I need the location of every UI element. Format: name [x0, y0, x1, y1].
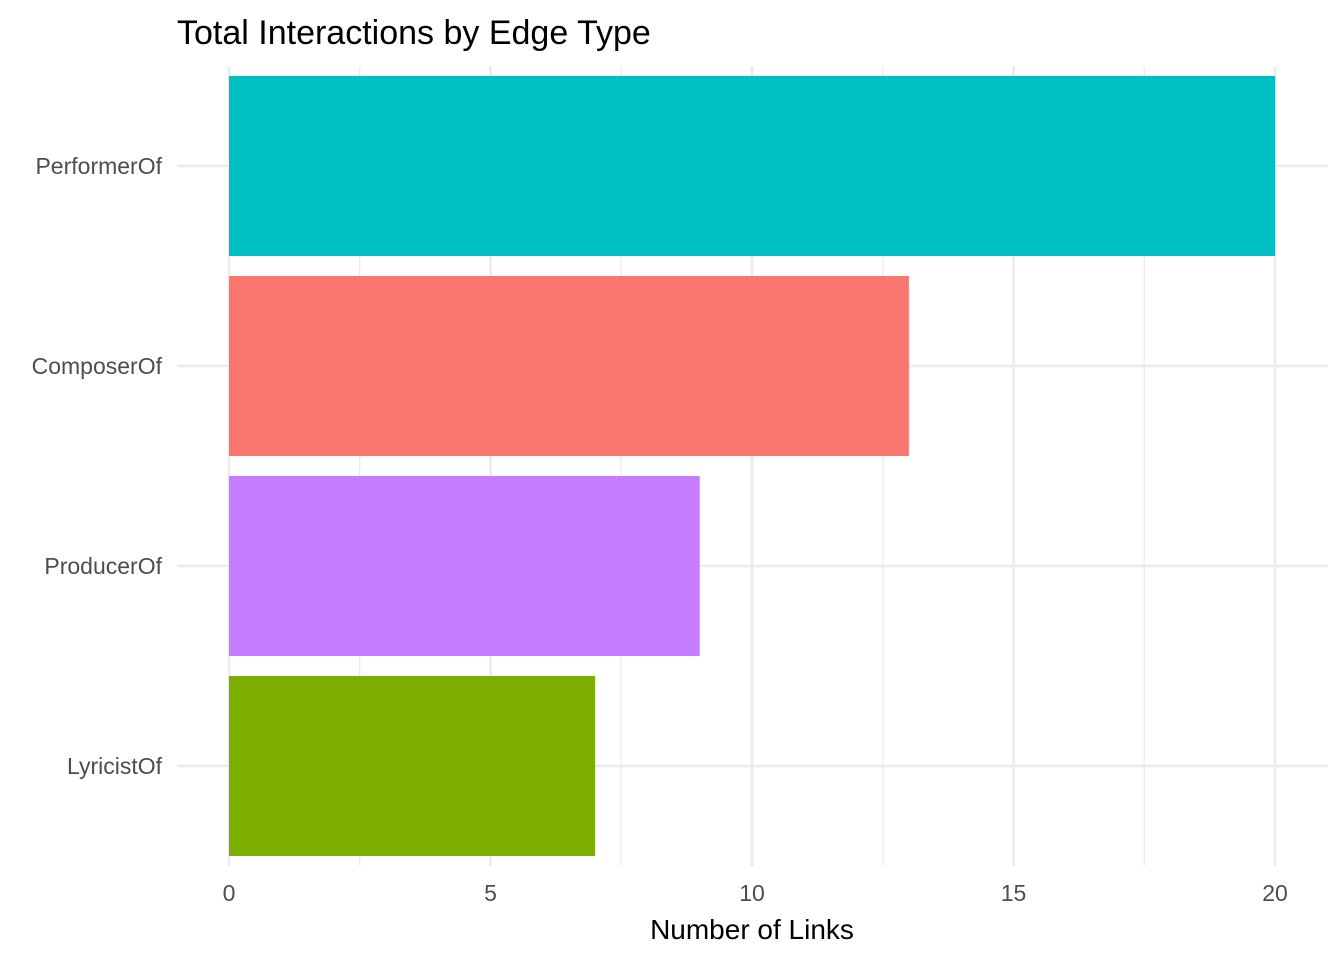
bar-producerof [229, 476, 700, 656]
y-tick-label-composerof: ComposerOf [32, 353, 163, 379]
x-tick-label: 5 [484, 880, 497, 906]
x-axis-title: Number of Links [650, 914, 854, 945]
chart-title: Total Interactions by Edge Type [177, 14, 651, 52]
y-axis-tick-labels: PerformerOf ComposerOf ProducerOf LyricistO… [32, 153, 163, 779]
bars [229, 76, 1275, 856]
bar-performerof [229, 76, 1275, 256]
y-tick-label-lyricistof: LyricistOf [67, 753, 163, 779]
x-tick-label: 15 [1001, 880, 1027, 906]
x-axis-tick-labels: 0 5 10 15 20 [223, 880, 1288, 906]
bar-lyricistof [229, 676, 596, 856]
y-tick-label-producerof: ProducerOf [44, 553, 162, 579]
x-tick-label: 0 [223, 880, 236, 906]
bar-composerof [229, 276, 909, 456]
y-tick-label-performerof: PerformerOf [35, 153, 162, 179]
x-tick-label: 10 [739, 880, 765, 906]
x-tick-label: 20 [1262, 880, 1288, 906]
